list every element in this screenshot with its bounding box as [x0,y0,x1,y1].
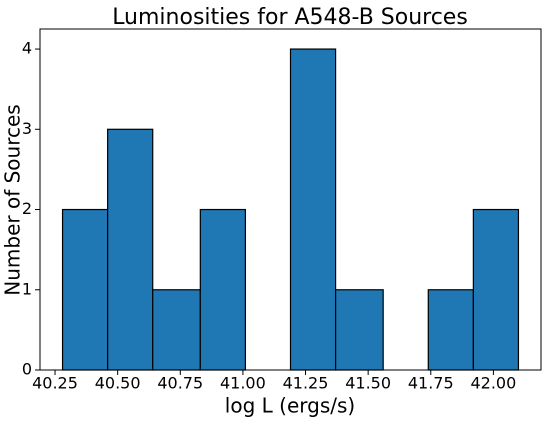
chart-title: Luminosities for A548-B Sources [112,5,468,30]
bar [61,208,109,371]
bar [334,289,384,371]
plot-frame [39,28,542,371]
bar [107,128,154,371]
y-axis-label: Number of Sources [1,104,25,295]
x-tick-label: 40.50 [95,374,141,393]
y-tick-label: 0 [22,360,32,379]
x-axis-label: log L (ergs/s) [225,394,355,418]
bar [472,208,520,371]
x-tick-label: 42.00 [470,374,516,393]
y-tick-label: 2 [22,199,32,218]
x-tick-label: 41.75 [408,374,454,393]
bar [289,48,337,371]
bar [427,289,474,371]
x-tick-label: 41.25 [283,374,329,393]
x-tick-label: 40.75 [157,374,203,393]
x-tick-label: 41.00 [220,374,266,393]
y-tick-label: 1 [22,279,32,298]
bar [199,208,247,371]
x-tick-label: 41.50 [345,374,391,393]
y-tick-label: 3 [22,119,32,138]
x-tick-label: 40.25 [32,374,78,393]
y-tick-label: 4 [22,39,32,58]
bar [152,289,201,371]
